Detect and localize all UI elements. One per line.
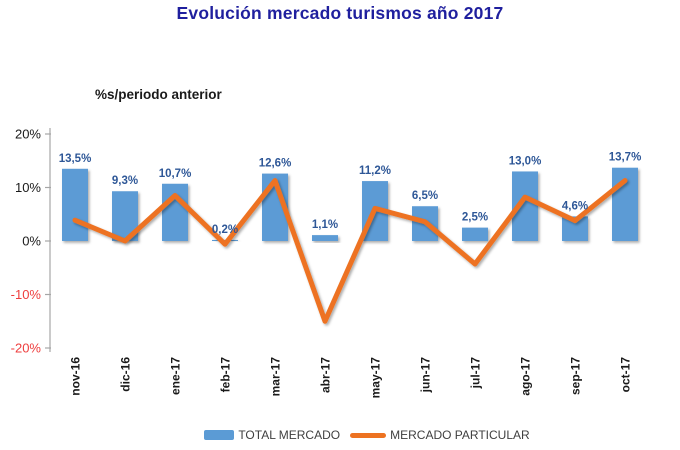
bar-swatch-icon [204,430,235,440]
legend-label-total-mercado: TOTAL MERCADO [238,428,341,442]
x-axis-label-ago-17: ago-17 [519,357,533,396]
x-axis-label-oct-17: oct-17 [619,357,633,393]
bar-jul-17 [462,227,488,241]
x-axis-label-mar-17: mar-17 [269,357,283,397]
y-tick-label-20%: 20% [15,127,41,142]
x-axis-label-jun-17: jun-17 [419,357,433,394]
y-tick-label-10%: 10% [15,180,41,195]
x-axis-label-sep-17: sep-17 [569,357,583,395]
x-axis-label-nov-16: nov-16 [69,357,83,396]
bar-label-mar-17: 12,6% [259,158,292,170]
x-axis-label-abr-17: abr-17 [319,357,333,393]
bar-label-sep-17: 4,6% [562,200,588,212]
chart-title: Evolución mercado turismos año 2017 [176,3,504,23]
y-tick-label-0%: 0% [22,234,41,249]
bar-label-may-17: 11,2% [359,165,391,177]
axis-units-label: %s/periodo anterior [95,87,222,102]
x-axis-label-ene-17: ene-17 [169,357,183,395]
bar-label-nov-16: 13,5% [59,153,92,165]
legend-item-total-mercado: TOTAL MERCADO [204,428,340,442]
chart-legend: TOTAL MERCADO MERCADO PARTICULAR [54,428,680,442]
y-tick-label--20%: -20% [11,341,42,356]
legend-label-mercado-particular: MERCADO PARTICULAR [390,428,530,442]
bar-label-dic-16: 9,3% [112,175,138,187]
bar-label-jun-17: 6,5% [412,190,438,202]
bar-nov-16 [62,168,88,241]
bar-label-abr-17: 1,1% [312,219,338,231]
line-swatch-icon [350,432,387,438]
y-tick-label--10%: -10% [11,287,42,302]
bar-abr-17 [312,235,338,241]
bar-ene-17 [162,183,188,241]
market-line [72,178,628,324]
legend-item-mercado-particular: MERCADO PARTICULAR [350,428,530,442]
x-axis-label-jul-17: jul-17 [469,357,483,390]
bar-label-ene-17: 10,7% [159,168,192,180]
bar-label-ago-17: 13,0% [509,155,542,167]
x-axis-label-may-17: may-17 [369,357,383,399]
bar-label-oct-17: 13,7% [609,152,642,164]
x-axis-label-feb-17: feb-17 [219,357,233,393]
x-axis-label-dic-16: dic-16 [119,357,133,392]
bar-label-jul-17: 2,5% [462,212,488,224]
bar-label-feb-17: 0,2% [212,224,238,236]
